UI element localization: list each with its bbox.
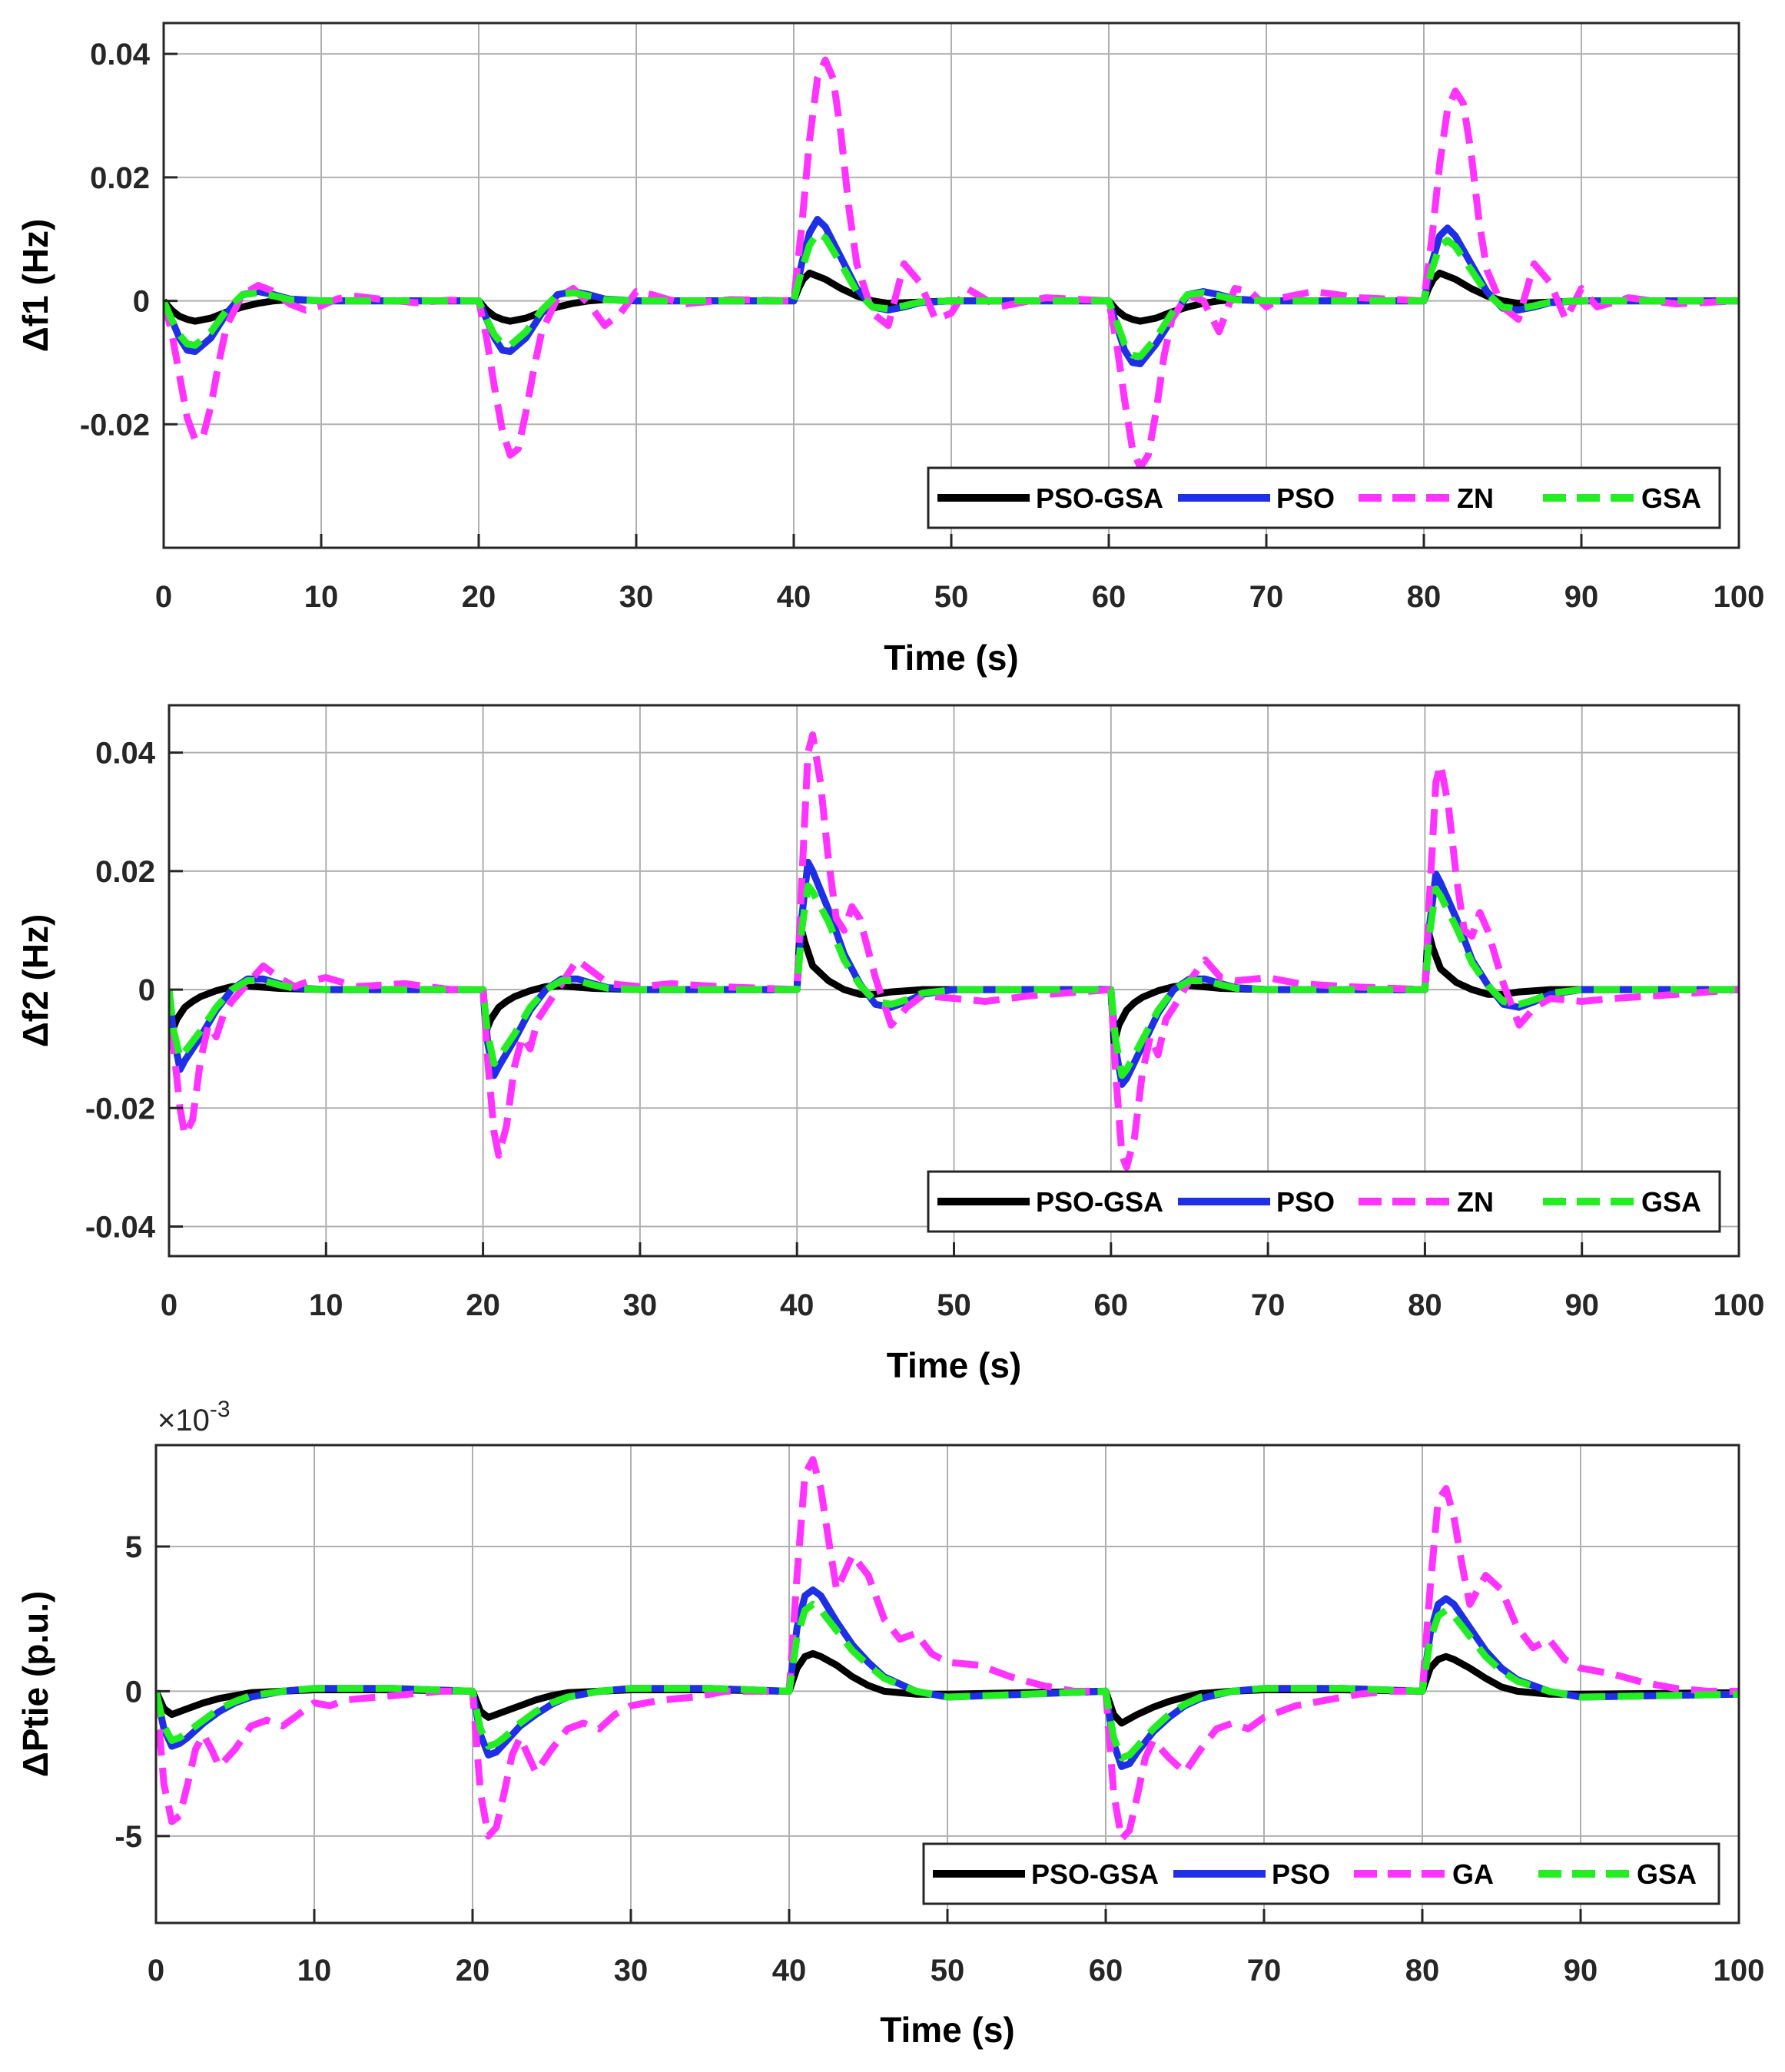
- x-tick-label: 70: [1247, 1954, 1282, 1987]
- x-tick-label: 10: [297, 1954, 332, 1987]
- x-tick-label: 60: [1089, 1954, 1123, 1987]
- y-tick-label: -0.04: [85, 1210, 156, 1244]
- chart-2: 0 10 20 30 40 50 60 70 80 90 100 -0.04 -0.02 0 0.02 0.0…: [15, 704, 1765, 1385]
- x-tick-label: 50: [934, 580, 969, 614]
- x-tick-label: 90: [1564, 1288, 1599, 1322]
- x-tick-label: 40: [777, 580, 811, 614]
- x-tick-label: 100: [1714, 1288, 1765, 1322]
- x-axis-label: Time (s): [887, 1345, 1022, 1385]
- x-tick-label: 0: [161, 1288, 178, 1322]
- y-tick-label: 0: [133, 285, 150, 319]
- y-tick-label: -0.02: [85, 1092, 155, 1126]
- x-tick-label: 40: [772, 1954, 807, 1987]
- y-exponent-label: ×10-3: [158, 1397, 231, 1437]
- y-tick-label: 0.04: [95, 737, 156, 771]
- x-tick-label: 100: [1714, 1954, 1765, 1987]
- x-tick-label: 50: [937, 1288, 971, 1322]
- x-tick-label: 100: [1714, 580, 1765, 614]
- x-tick-label: 0: [155, 580, 172, 614]
- legend-label-ga: GA: [1452, 1858, 1494, 1890]
- legend: PSO-GSA PSO GA GSA: [922, 1842, 1720, 1905]
- legend-label-pso-gsa: PSO-GSA: [1031, 1858, 1159, 1890]
- x-axis-label: Time (s): [880, 2010, 1015, 2050]
- series-group: [164, 56, 1739, 471]
- y-tick-label: 0: [138, 973, 155, 1007]
- y-axis-label: Δf2 (Hz): [15, 914, 55, 1048]
- y-tick-label: -5: [114, 1820, 142, 1854]
- x-tick-label: 10: [309, 1288, 343, 1322]
- chart-1: 0 10 20 30 40 50 60 70 80 90 100 -0.02 0 0.02 0.04 Time…: [15, 22, 1765, 678]
- y-axis-label: Δf1 (Hz): [15, 219, 55, 353]
- legend: PSO-GSA PSO ZN GSA: [927, 466, 1721, 529]
- exponent-power: -3: [210, 1397, 231, 1422]
- y-tick-label: 0.04: [90, 38, 151, 71]
- x-tick-label: 0: [148, 1954, 164, 1987]
- legend-label-pso: PSO: [1276, 482, 1335, 514]
- x-tick-label: 20: [456, 1954, 490, 1987]
- legend-label-zn: ZN: [1457, 1186, 1494, 1218]
- x-tick-label: 20: [462, 580, 496, 614]
- legend-label-gsa: GSA: [1637, 1858, 1697, 1890]
- legend-label-gsa: GSA: [1641, 482, 1701, 514]
- y-tick-label: -0.02: [80, 408, 150, 442]
- x-tick-label: 30: [619, 580, 654, 614]
- x-tick-label: 90: [1564, 1954, 1598, 1987]
- y-tick-label: 0.02: [90, 161, 150, 195]
- series-group: [169, 731, 1739, 1171]
- legend-label-pso: PSO: [1276, 1186, 1335, 1218]
- x-tick-label: 70: [1251, 1288, 1286, 1322]
- x-tick-label: 80: [1405, 1954, 1440, 1987]
- series-line-gsa: [164, 229, 1739, 360]
- x-tick-label: 30: [623, 1288, 658, 1322]
- series-line-gsa: [169, 882, 1739, 1079]
- x-tick-label: 20: [466, 1288, 500, 1322]
- x-tick-label: 50: [931, 1954, 965, 1987]
- legend-box: [922, 1842, 1720, 1905]
- exponent-base: ×10: [158, 1404, 210, 1437]
- legend-label-zn: ZN: [1457, 482, 1494, 514]
- legend-label-pso-gsa: PSO-GSA: [1036, 482, 1163, 514]
- series-line-ga: [156, 1456, 1739, 1843]
- x-tick-label: 90: [1564, 580, 1599, 614]
- series-line-gsa: [156, 1600, 1739, 1762]
- series-line-zn: [169, 731, 1739, 1171]
- x-tick-label: 80: [1408, 1288, 1442, 1322]
- x-tick-label: 60: [1094, 1288, 1129, 1322]
- chart-3: 0 10 20 30 40 50 60 70 80 90 100 -5 0 5 Time (s) ΔPtie …: [15, 1397, 1764, 2050]
- legend: PSO-GSA PSO ZN GSA: [927, 1170, 1721, 1233]
- x-tick-label: 10: [304, 580, 339, 614]
- y-tick-label: 5: [125, 1530, 142, 1564]
- x-tick-label: 60: [1092, 580, 1126, 614]
- legend-label-pso-gsa: PSO-GSA: [1036, 1186, 1163, 1218]
- legend-label-gsa: GSA: [1641, 1186, 1701, 1218]
- x-tick-label: 70: [1249, 580, 1284, 614]
- x-tick-label: 30: [614, 1954, 649, 1987]
- series-line-zn: [164, 56, 1739, 471]
- y-tick-label: 0.02: [95, 855, 155, 889]
- x-tick-label: 80: [1407, 580, 1442, 614]
- x-tick-label: 40: [780, 1288, 815, 1322]
- legend-label-pso: PSO: [1272, 1858, 1330, 1890]
- y-axis-label: ΔPtie (p.u.): [15, 1591, 55, 1778]
- series-group: [156, 1456, 1739, 1843]
- y-tick-label: 0: [125, 1675, 142, 1709]
- x-axis-label: Time (s): [884, 638, 1019, 678]
